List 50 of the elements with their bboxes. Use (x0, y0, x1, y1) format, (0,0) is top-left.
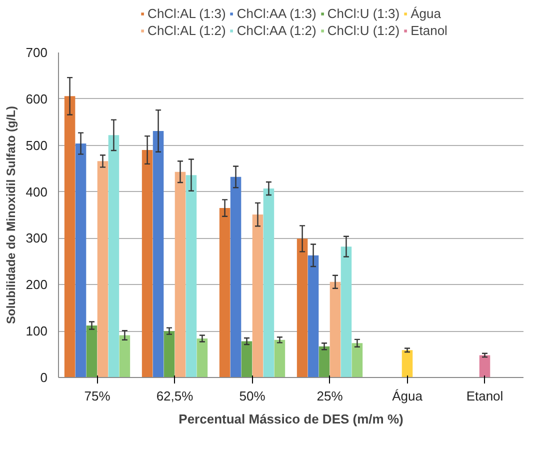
x-tick-label: 25% (316, 388, 344, 404)
bar (186, 175, 197, 378)
bar (402, 350, 413, 378)
x-axis-title: Percentual Mássico de DES (m/m %) (178, 412, 404, 426)
y-tick-label: 200 (26, 277, 48, 292)
legend-label: Água (410, 6, 441, 21)
y-tick-label: 500 (26, 138, 48, 153)
legend-label: ChCl:U (1:2) (327, 23, 400, 38)
bar (119, 335, 130, 378)
bar (352, 343, 363, 378)
legend-label: ChCl:AA (1:3) (236, 6, 316, 21)
bar (274, 340, 286, 378)
bar (152, 130, 164, 378)
y-tick-label: 700 (26, 45, 48, 60)
y-axis-title: Solubilidade do Minoxidil Sulfato (g/L) (4, 106, 18, 324)
bar (86, 326, 98, 378)
bar (252, 214, 264, 378)
bar (330, 282, 341, 378)
bar (142, 150, 153, 378)
x-tick-label: Água (392, 388, 424, 404)
bar (241, 341, 252, 378)
y-tick-label: 0 (40, 370, 48, 385)
y-tick-label: 300 (26, 230, 48, 246)
x-tick-label: Etanol (466, 388, 504, 404)
y-tick-label: 100 (26, 324, 48, 339)
legend-label: Etanol (410, 23, 448, 38)
legend-label: ChCl:AA (1:2) (236, 23, 316, 38)
bar (97, 161, 108, 378)
bar (164, 331, 175, 378)
bar (263, 188, 274, 378)
bar (479, 355, 490, 378)
legend-label: ChCl:AL (1:3) (148, 6, 226, 21)
bar (230, 176, 242, 378)
bar (219, 208, 230, 378)
bar (108, 135, 120, 378)
y-tick-label: 400 (26, 184, 48, 200)
x-tick-label: 62,5% (156, 388, 194, 404)
y-tick-label: 600 (26, 91, 48, 106)
bar (64, 96, 76, 378)
bar (318, 346, 330, 378)
bar (75, 144, 86, 378)
x-tick-label: 75% (84, 388, 111, 404)
bar (308, 255, 319, 378)
legend-label: ChCl:AL (1:2) (148, 23, 226, 38)
bar (340, 246, 352, 378)
bar (196, 338, 208, 378)
x-tick-label: 50% (239, 388, 266, 404)
legend-label: ChCl:U (1:3) (327, 6, 400, 21)
bar (174, 172, 186, 378)
bar (296, 238, 308, 378)
